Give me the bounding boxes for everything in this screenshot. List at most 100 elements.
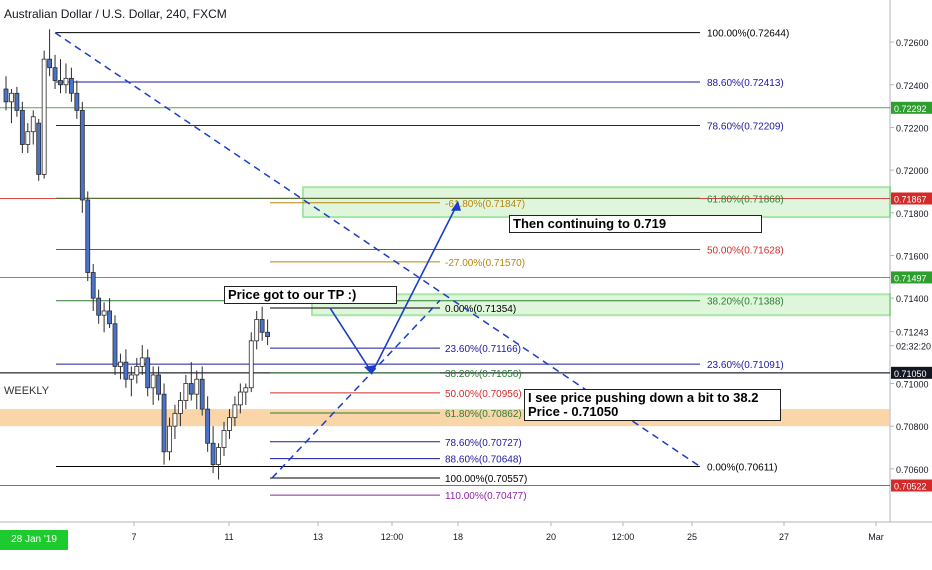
candle-body xyxy=(232,404,238,419)
candle-body xyxy=(63,77,69,86)
candle-body xyxy=(248,340,254,389)
candle-body xyxy=(69,77,74,94)
target-zone-upper xyxy=(302,186,891,219)
fib-large-label: 61.80%(0.71868) xyxy=(707,194,784,205)
x-tick-label: Mar xyxy=(868,532,884,542)
x-tick-label: 13 xyxy=(313,532,323,542)
fib-small-label: 88.60%(0.70648) xyxy=(445,455,522,466)
pullback-note-line2: Price - 0.71050 xyxy=(528,404,619,419)
candle-body xyxy=(30,116,36,133)
candle-body xyxy=(205,408,211,444)
x-tick-label: 25 xyxy=(687,532,697,542)
candle-body xyxy=(210,442,216,465)
price-tag-label: 0.72292 xyxy=(894,104,927,114)
fib-large-label: 50.00%(0.71628) xyxy=(707,245,784,256)
candle-body xyxy=(167,425,172,453)
y-tick-label: 0.71400 xyxy=(896,294,929,304)
y-tick-label: 0.71243 xyxy=(896,328,929,338)
fib-large-label: 100.00%(0.72644) xyxy=(707,29,789,40)
x-tick-label: 20 xyxy=(546,532,556,542)
candle-body xyxy=(134,366,140,376)
chart-title: Australian Dollar / U.S. Dollar, 240, FX… xyxy=(4,7,227,21)
y-tick-label: 0.70600 xyxy=(896,465,929,475)
candle-body xyxy=(90,272,96,299)
fib-small-label: -27.00%(0.71570) xyxy=(445,258,525,269)
fib-small-label: -61.80%(0.71847) xyxy=(445,199,525,210)
price-tag-bg xyxy=(891,101,932,114)
candle-body xyxy=(161,393,167,453)
pullback-note: I see price pushing down a bit to 38.2 P… xyxy=(524,389,781,421)
y-tick-label: 02:32:20 xyxy=(896,342,931,352)
y-tick-label: 0.72400 xyxy=(896,81,929,91)
weekly-label: WEEKLY xyxy=(4,385,50,397)
candle-body xyxy=(227,417,232,431)
date-badge: 28 Jan '19 00:00 xyxy=(0,530,68,565)
continue-note: Then continuing to 0.719 xyxy=(509,215,762,233)
candle-body xyxy=(150,374,156,389)
candle-body xyxy=(123,361,129,380)
fib-small-label: 50.00%(0.70956) xyxy=(445,389,522,400)
price-tag-bg xyxy=(891,366,932,379)
candle-body xyxy=(14,92,20,111)
fib-large-label: 0.00%(0.70611) xyxy=(707,463,777,474)
price-tag-label: 0.70522 xyxy=(894,482,927,492)
price-tag-label: 0.71050 xyxy=(894,369,927,379)
price-chart: 100.00%(0.72644) 88.60%(0.72413) 78.60%(0.… xyxy=(0,0,932,542)
x-tick-label: 18 xyxy=(453,532,463,542)
candle-body xyxy=(9,92,14,103)
candle-body xyxy=(96,297,102,316)
target-zone-lower xyxy=(311,293,891,317)
candle-body xyxy=(183,383,189,401)
candle-body xyxy=(156,374,162,395)
candle-body xyxy=(79,109,85,201)
candle-body xyxy=(41,58,47,175)
y-tick-label: 0.70800 xyxy=(896,422,929,432)
fib-small-label: 78.60%(0.70727) xyxy=(445,438,522,449)
downtrend-line xyxy=(54,32,701,468)
fib-small-label: 100.00%(0.70557) xyxy=(445,474,527,485)
fib-small-label: 61.80%(0.70862) xyxy=(445,409,522,420)
candle-body xyxy=(188,383,194,395)
price-tag-label: 0.71867 xyxy=(894,194,927,204)
fib-small-label: 110.00%(0.70477) xyxy=(445,491,527,502)
fib-large-label: 23.60%(0.71091) xyxy=(707,360,784,371)
candle-body xyxy=(237,391,243,406)
candle-body xyxy=(199,378,205,410)
candle-body xyxy=(177,400,183,414)
y-tick-label: 0.71800 xyxy=(896,209,929,219)
candle-body xyxy=(58,80,63,86)
candle-body xyxy=(36,122,42,175)
fib-small-label: 38.20%(0.71050) xyxy=(445,369,522,380)
candle-body xyxy=(259,319,265,333)
candle-body xyxy=(221,430,227,448)
candle-body xyxy=(128,374,134,380)
pullback-arrowhead xyxy=(364,364,376,375)
candle-body xyxy=(243,387,249,393)
uptrend-line xyxy=(271,299,441,479)
y-tick-label: 0.71600 xyxy=(896,251,929,261)
fib-small-label: 23.60%(0.71166) xyxy=(445,344,521,355)
candle-body xyxy=(254,319,260,342)
x-tick-label: 11 xyxy=(224,532,233,542)
candle-body xyxy=(216,447,221,465)
candle-body xyxy=(19,109,25,145)
fib-large-label: 88.60%(0.72413) xyxy=(707,78,784,89)
y-tick-label: 0.72200 xyxy=(896,123,929,133)
candle-body xyxy=(265,331,271,337)
candle-body xyxy=(107,310,112,325)
fib-large-label: 38.20%(0.71388) xyxy=(707,297,784,308)
candle-body xyxy=(85,199,91,273)
fib-small-label: 0.00%(0.71354) xyxy=(445,304,516,315)
candle-body xyxy=(52,67,58,81)
candle-body xyxy=(194,378,200,395)
candle-body xyxy=(112,323,118,367)
candle-body xyxy=(3,88,9,103)
price-tag-bg xyxy=(891,271,932,284)
candle-body xyxy=(118,361,123,367)
price-tag-bg xyxy=(891,192,932,205)
x-tick-label: 12:00 xyxy=(381,532,404,542)
price-tag-label: 0.71497 xyxy=(894,273,927,283)
candle-body xyxy=(145,357,151,389)
candle-body xyxy=(172,412,178,427)
price-tag-bg xyxy=(891,479,932,492)
